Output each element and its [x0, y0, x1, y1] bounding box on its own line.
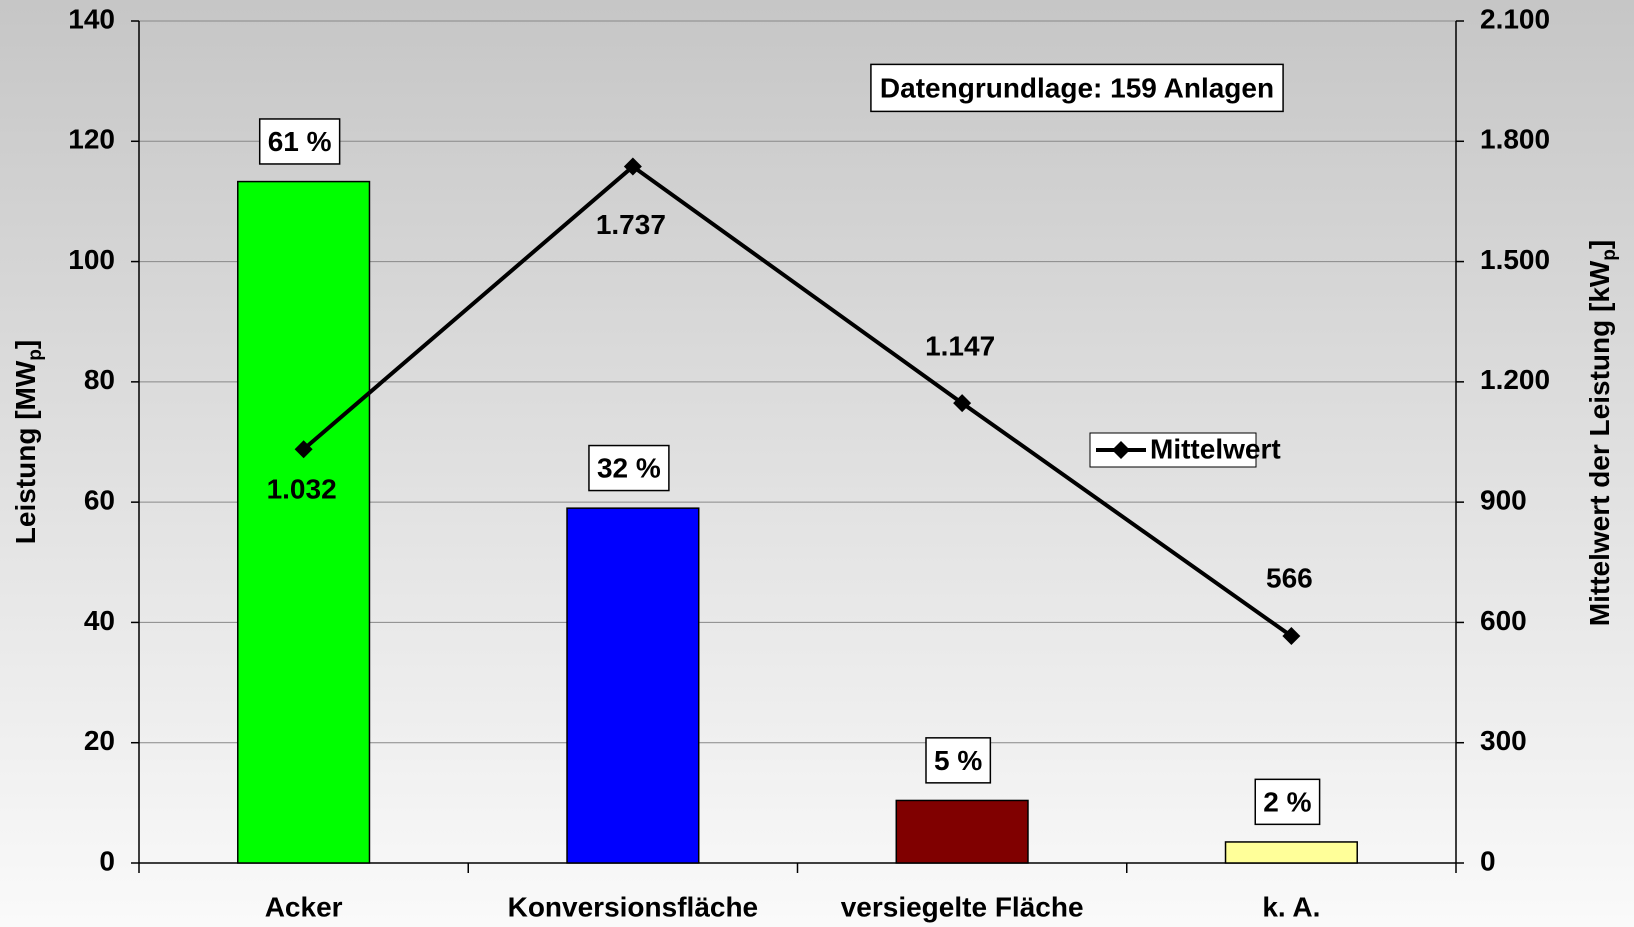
x-tick-label: Konversionsfläche [508, 891, 759, 922]
bar-label-box [258, 118, 341, 165]
y2-tick-label: 1.800 [1480, 124, 1550, 155]
y-label-sub: p [25, 349, 46, 361]
x-tick-label: k. A. [1262, 891, 1320, 922]
y2-label-main: Mittelwert der Leistung [kW [1584, 260, 1615, 626]
y-tick-label: 140 [68, 3, 115, 34]
value-label: 566 [1266, 562, 1313, 593]
y2-tick-label: 600 [1480, 605, 1527, 636]
bar [1224, 841, 1358, 864]
bar-label: 2 % [1263, 786, 1311, 817]
bar-label-box [588, 444, 670, 492]
y2-tick-label: 900 [1480, 485, 1527, 516]
y-label-end: ] [10, 340, 41, 349]
legend-label: Mittelwert [1150, 433, 1281, 464]
value-label: 1.032 [267, 474, 337, 505]
marker [294, 440, 313, 459]
y-tick-label: 100 [68, 244, 115, 275]
y2-label-sub: p [1599, 249, 1620, 261]
y2-tick-label: 2.100 [1480, 3, 1550, 34]
value-label: 1.737 [596, 209, 666, 240]
x-tick-label: Acker [265, 891, 343, 922]
y2-label-end: ] [1584, 240, 1615, 249]
y-tick-label: 80 [84, 364, 115, 395]
y-tick-label: 60 [84, 485, 115, 516]
legend-marker [1112, 441, 1130, 459]
x-tick-label: versiegelte Fläche [841, 891, 1084, 922]
y2-axis-label: Mittelwert der Leistung [kWp] [1584, 240, 1620, 627]
y-tick-label: 120 [68, 124, 115, 155]
y2-tick-label: 0 [1480, 845, 1496, 876]
value-label: 1.147 [925, 330, 995, 361]
bar-label-box [1254, 778, 1321, 826]
y2-tick-label: 300 [1480, 725, 1527, 756]
marker [1282, 627, 1301, 646]
y2-tick-label: 1.500 [1480, 244, 1550, 275]
y-tick-label: 0 [99, 845, 115, 876]
y-tick-label: 20 [84, 725, 115, 756]
y-axis-label: Leistung [MWp] [10, 340, 46, 544]
bar [237, 180, 371, 864]
y-label-main: Leistung [MW [10, 360, 41, 544]
annotation-box [870, 63, 1284, 113]
bar-label: 5 % [934, 745, 982, 776]
bar-label: 61 % [268, 126, 332, 157]
bar-label-box [925, 737, 992, 784]
bar-label: 32 % [597, 453, 661, 484]
bar [566, 507, 700, 864]
y2-tick-label: 1.200 [1480, 364, 1550, 395]
line [302, 164, 1293, 638]
annotation: Datengrundlage: 159 Anlagen [880, 72, 1274, 103]
marker [623, 157, 642, 176]
bar [895, 799, 1029, 864]
y-tick-label: 40 [84, 605, 115, 636]
marker [953, 394, 972, 413]
